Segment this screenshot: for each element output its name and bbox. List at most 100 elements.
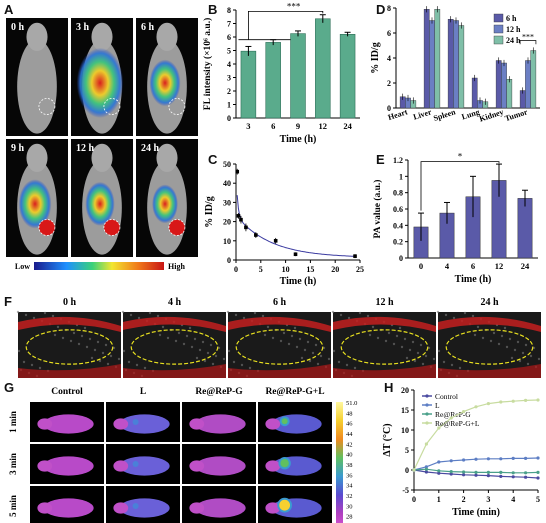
speckle [537,357,541,361]
speckle [416,351,420,355]
speckle [135,363,139,367]
speckle [419,343,423,347]
speckle [93,348,97,352]
data-point [499,400,503,404]
speckle [248,366,252,370]
speckle [300,356,304,360]
speckle [432,357,436,361]
y-tick-label: -5 [402,486,409,495]
bar [453,20,459,109]
legend-marker [425,403,429,407]
speckle [392,342,396,346]
speckle [287,342,291,346]
pa-signal-top [123,316,226,332]
bar [265,42,281,119]
bar [525,60,531,109]
speckle [403,337,407,341]
mouse-body [119,414,170,434]
x-tick-label: Liver [412,107,433,121]
y-tick-label: 0 [387,104,391,113]
data-point [449,416,453,420]
data-point [474,457,478,461]
x-tick-label: 0 [412,495,416,504]
speckle [524,343,528,347]
pa-signal-bottom [333,364,436,378]
speckle [316,362,320,366]
x-tick-label: 0 [234,265,238,274]
hotspot [132,503,139,509]
y-tick-label: 0.6 [393,205,403,214]
bar [290,33,306,119]
data-point [449,459,453,463]
speckle [177,331,181,335]
speckle [384,339,388,343]
speckle [371,325,375,329]
scale-tick-label: 42 [346,441,353,448]
fluorescence-signal [85,181,115,226]
speckle [424,354,428,358]
row-label: 3 min [8,453,18,475]
speckle [156,314,160,318]
mouse-head [265,418,281,430]
mouse-body [43,414,94,434]
speckle [85,345,89,349]
data-point [486,402,490,406]
significance-bracket [420,161,500,211]
data-point [449,470,453,474]
speckle [398,326,402,330]
x-axis-label: Time (h) [280,134,317,145]
x-axis-label: Time (h) [455,274,492,285]
speckle [101,351,105,355]
mouse-head [113,460,129,472]
data-point [424,465,428,469]
mouse-body [119,456,170,476]
scale-tick-label: 48 [346,410,353,417]
speckle [96,340,100,344]
data-point [536,476,540,480]
photoacoustic-images: 0 h 4 h 6 h 12 h 24 h [16,297,541,378]
speckle [337,360,341,364]
panel-h: H -5 0 5 10 15 20 0 1 2 3 4 5 Control L Re@ReP-G Re@ReP… [380,380,546,523]
speckle [83,326,87,330]
x-tick-label: 9 [296,121,300,131]
fluorescence-signal [149,59,181,107]
mouse-head [113,418,129,430]
hotspot-inner [281,418,288,425]
speckle [198,348,202,352]
x-tick-label: 15 [306,265,314,274]
fluorescence-signal [152,184,178,224]
data-point [462,473,466,477]
x-tick-label: 24 [343,121,352,131]
panel-a: A 0 h 3 h 6 h 9 h 12 h 24 h Low High [0,0,200,290]
panel-label: E [376,152,385,167]
y-axis-label: PA value (a.u.) [372,180,383,239]
speckle [24,313,28,317]
speckle [226,310,230,314]
speckle [227,349,231,353]
data-point [474,405,478,409]
mouse-head [265,460,281,472]
scale-tick-label: 46 [346,421,353,428]
speckle [61,336,65,340]
tumor-roi [103,98,121,115]
speckle [500,334,504,338]
x-axis-label: Time (min) [452,507,500,518]
color-scale-bar [336,402,343,523]
data-point [499,457,503,461]
data-point [437,471,441,475]
speckle [261,314,265,318]
speckle [30,363,34,367]
speckle [503,326,507,330]
speckle [174,339,178,343]
data-point [524,471,528,475]
y-axis-label: FL intensity (×10⁶ a.u.) [202,18,213,110]
y-tick-label: 3 [227,74,231,83]
bar [495,60,502,109]
speckle [290,334,294,338]
hotspot-inner [279,499,291,511]
data-point [437,460,441,464]
time-label: 6 h [141,22,155,33]
speckle [38,366,42,370]
panel-g: G Control L Re@ReP-G Re@ReP-G+L 1 min 3 min 5 … [0,380,380,523]
speckle [489,339,493,343]
